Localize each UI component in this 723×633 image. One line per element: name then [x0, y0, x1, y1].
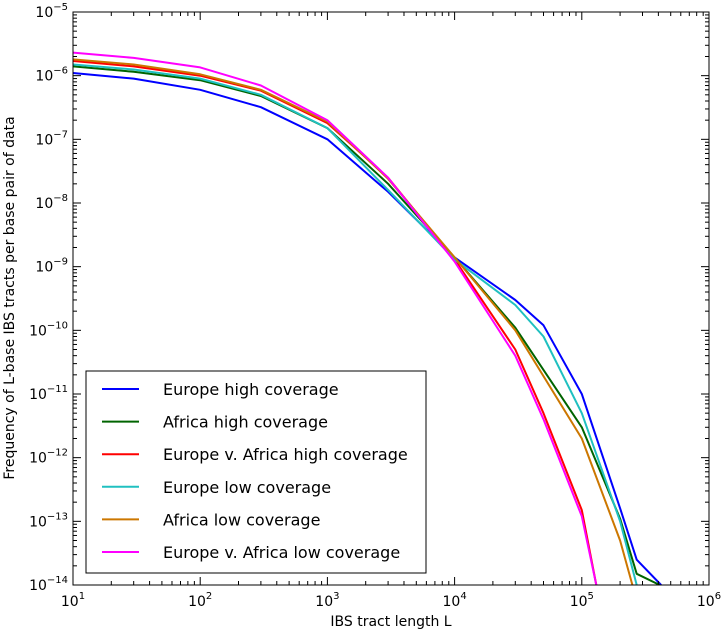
legend: Europe high coverage Africa high coverage… [85, 370, 427, 574]
x-tick-label: 102 [188, 591, 212, 610]
plot-frame [72, 11, 710, 586]
x-tick-label: 103 [315, 591, 339, 610]
x-tick-label: 101 [61, 591, 85, 610]
x-tick-label: 105 [570, 591, 594, 610]
legend-label-5: Africa low coverage [163, 510, 320, 529]
y-tick-label: 10−11 [29, 384, 68, 403]
x-tick-label: 106 [697, 591, 721, 610]
y-tick-label: 10−10 [29, 320, 68, 339]
y-tick-labels: 10−14 10−13 10−12 10−11 10−10 10−9 10−8 10−7 10−… [29, 2, 68, 594]
y-tick-label: 10−14 [29, 575, 68, 594]
legend-label-3: Europe v. Africa high coverage [163, 445, 408, 464]
x-tick-labels: 101 102 103 104 105 106 [61, 591, 721, 610]
y-tick-label: 10−8 [35, 193, 68, 212]
y-tick-label: 10−7 [35, 129, 68, 148]
series-layer [73, 51, 662, 585]
series-line-6 [73, 51, 598, 585]
legend-label-6: Europe v. Africa low coverage [163, 543, 400, 562]
y-tick-label: 10−12 [29, 448, 68, 467]
series-line-4 [73, 63, 638, 585]
legend-label-1: Europe high coverage [163, 380, 339, 399]
legend-box [85, 370, 427, 574]
y-tick-label: 10−6 [35, 66, 68, 85]
x-tick-label: 104 [442, 591, 466, 610]
y-tick-label: 10−5 [35, 2, 68, 21]
y-tick-label: 10−9 [35, 257, 68, 276]
legend-label-4: Europe low coverage [163, 478, 331, 497]
tick-marks [72, 11, 710, 586]
legend-label-2: Africa high coverage [163, 413, 328, 432]
x-axis-label: IBS tract length L [330, 614, 451, 630]
y-tick-label: 10−13 [29, 511, 68, 530]
y-axis-label: Frequency of L-base IBS tracts per base … [2, 116, 18, 479]
